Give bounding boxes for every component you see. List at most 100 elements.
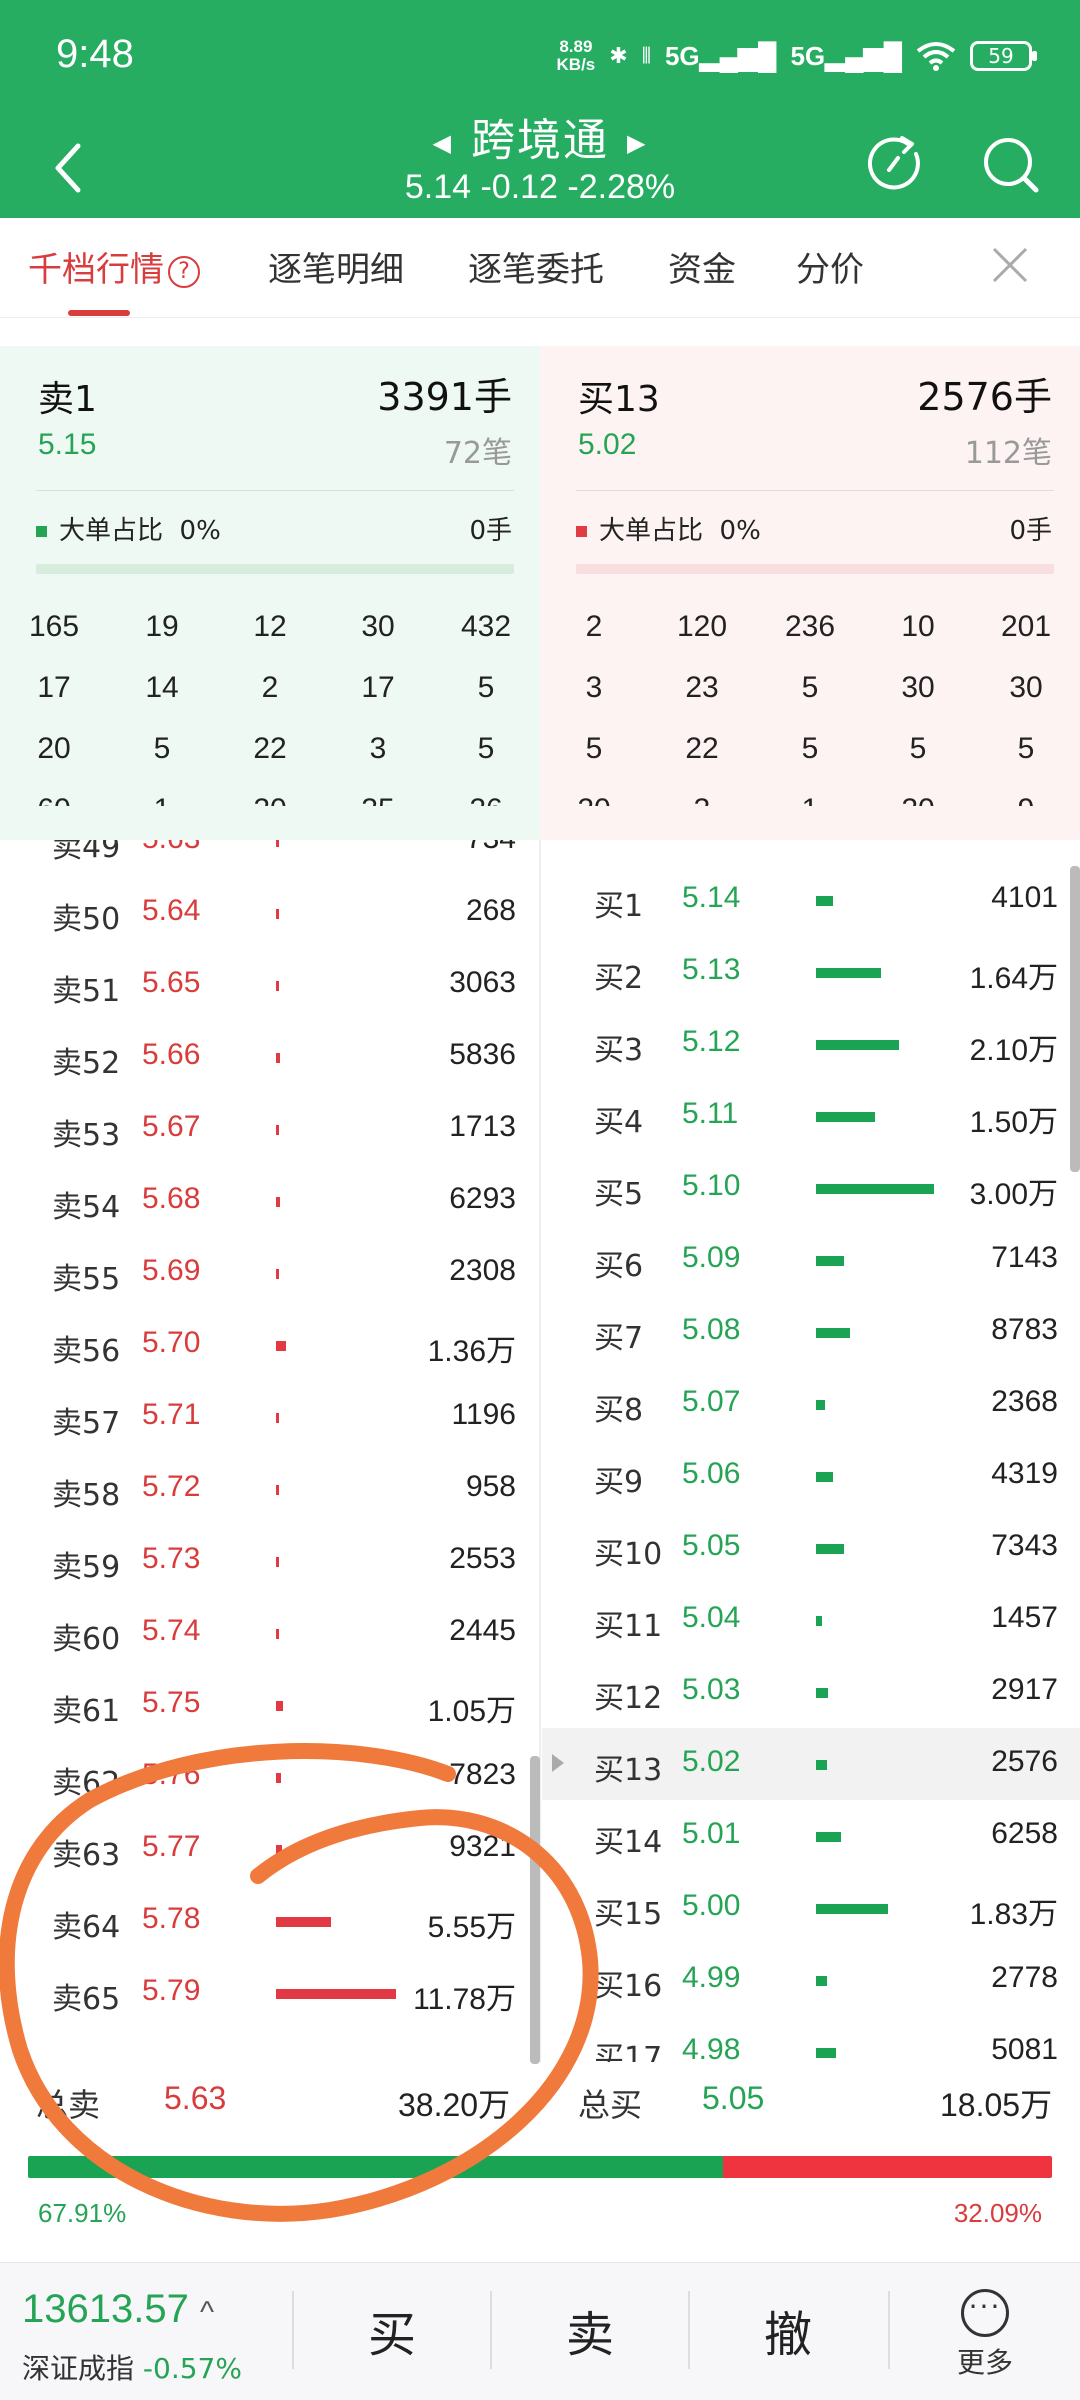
sell-order-row[interactable]: 卖59 5.73 2553 xyxy=(0,1525,538,1597)
grid-cell: 22 xyxy=(253,731,287,765)
sell-order-row[interactable]: 卖60 5.74 2445 xyxy=(0,1597,538,1669)
page-title: 跨境通 xyxy=(471,115,609,166)
level-label: 卖54 xyxy=(52,1190,121,1225)
sell-scrollbar[interactable] xyxy=(530,1756,540,2064)
tab-tick-orders[interactable]: 逐笔委托 xyxy=(468,250,604,290)
buy13-price: 5.02 xyxy=(578,428,637,461)
level-label: 卖60 xyxy=(52,1622,121,1657)
buy-order-row[interactable]: 买2 5.13 1.64万 xyxy=(542,936,1080,1008)
total-sell-label: 总卖 xyxy=(36,2086,101,2124)
level-volume: 7343 xyxy=(991,1529,1058,1562)
active-tab-indicator xyxy=(68,310,130,316)
level-price: 5.72 xyxy=(142,1470,201,1503)
tab-funds[interactable]: 资金 xyxy=(668,250,736,290)
help-icon[interactable]: ? xyxy=(168,255,200,288)
level-price: 5.06 xyxy=(682,1457,741,1490)
search-icon[interactable] xyxy=(978,132,1044,198)
level-label: 买1 xyxy=(594,889,644,924)
level-price: 5.69 xyxy=(142,1254,201,1287)
next-stock-icon[interactable]: ▶ xyxy=(627,129,648,157)
sell-order-row[interactable]: 卖58 5.72 958 xyxy=(0,1453,538,1525)
buy-order-row[interactable]: 买17 4.98 5081 xyxy=(542,2016,1080,2062)
level-volume: 11.78万 xyxy=(413,1983,516,2016)
buy-order-row[interactable]: 买8 5.07 2368 xyxy=(542,1368,1080,1440)
sell-order-row[interactable]: 卖65 5.79 11.78万 xyxy=(0,1957,538,2029)
buy-order-row[interactable]: 买11 5.04 1457 xyxy=(542,1584,1080,1656)
sell-ratio-fill xyxy=(28,2156,724,2178)
buy-order-row[interactable]: 买7 5.08 8783 xyxy=(542,1296,1080,1368)
sell-order-row[interactable]: 卖55 5.69 2308 xyxy=(0,1237,538,1309)
refresh-icon[interactable] xyxy=(864,132,930,198)
legend-dot xyxy=(576,526,587,537)
big-order-ratio: 大单占比 0% xyxy=(576,510,761,547)
level-volume: 2308 xyxy=(449,1254,516,1287)
buy-order-row[interactable]: 买12 5.03 2917 xyxy=(542,1656,1080,1728)
volume-bar xyxy=(276,1701,283,1711)
level-volume: 1.50万 xyxy=(969,1106,1058,1139)
grid-row: 601203526 xyxy=(0,779,540,807)
buy-button[interactable]: 买 xyxy=(367,2307,416,2363)
sell-order-row[interactable]: 卖62 5.76 7823 xyxy=(0,1741,538,1813)
volume-bar xyxy=(816,968,881,978)
prev-stock-icon[interactable]: ◀ xyxy=(432,129,453,157)
buy-order-row[interactable]: 买6 5.09 7143 xyxy=(542,1224,1080,1296)
buy-order-row[interactable]: 买14 5.01 6258 xyxy=(542,1800,1080,1872)
sell-order-row[interactable]: 卖64 5.78 5.55万 xyxy=(0,1885,538,1957)
level-volume: 2576 xyxy=(991,1745,1058,1778)
level-price: 5.75 xyxy=(142,1686,201,1719)
buy-order-row[interactable]: 买16 4.99 2778 xyxy=(542,1944,1080,2016)
grid-cell: 23 xyxy=(685,670,719,704)
buy-order-row[interactable]: 买3 5.12 2.10万 xyxy=(542,1008,1080,1080)
buy-order-row[interactable]: 买4 5.11 1.50万 xyxy=(542,1080,1080,1152)
buy-order-row[interactable]: 买9 5.06 4319 xyxy=(542,1440,1080,1512)
more-dots-icon: ··· xyxy=(961,2289,1009,2337)
sell-order-row[interactable]: 卖54 5.68 6293 xyxy=(0,1165,538,1237)
level-price: 5.08 xyxy=(682,1313,741,1346)
level-volume: 6293 xyxy=(449,1182,516,1215)
grid-cell: 30 xyxy=(361,609,395,643)
big-order-volume: 0手 xyxy=(469,516,512,546)
buy-order-row[interactable]: 买15 5.00 1.83万 xyxy=(542,1872,1080,1944)
volume-bar xyxy=(276,1917,331,1927)
sell-order-row[interactable]: 卖52 5.66 5836 xyxy=(0,1021,538,1093)
tab-level2-depth[interactable]: 千档行情? xyxy=(28,242,200,291)
sell-order-row[interactable]: 卖61 5.75 1.05万 xyxy=(0,1669,538,1741)
tab-price-dist[interactable]: 分价 xyxy=(796,250,864,290)
buy-order-book[interactable]: 买1 5.14 4101 买2 5.13 1.64万 买3 5.12 2.10万 买4 5.11 1.… xyxy=(542,840,1080,2062)
sell-order-book[interactable]: 卖49 5.63 734 卖50 5.64 268 卖51 5.65 3063 卖52 5.66 58… xyxy=(0,840,538,2062)
level-label: 买7 xyxy=(594,1321,644,1356)
sell-order-row[interactable]: 卖49 5.63 734 xyxy=(0,840,538,877)
sell-order-row[interactable]: 卖63 5.77 9321 xyxy=(0,1813,538,1885)
buy-sell-ratio-bar xyxy=(28,2156,1052,2178)
close-icon[interactable] xyxy=(990,245,1030,285)
sell-order-row[interactable]: 卖57 5.71 1196 xyxy=(0,1381,538,1453)
back-arrow-icon[interactable] xyxy=(48,138,88,198)
buy-order-row[interactable]: 买13 5.02 2576 xyxy=(542,1728,1080,1800)
price-summary: 5.14 -0.12 -2.28% xyxy=(404,168,676,206)
volume-bar xyxy=(816,1472,833,1482)
level-label: 买5 xyxy=(594,1177,644,1212)
sell-order-row[interactable]: 卖56 5.70 1.36万 xyxy=(0,1309,538,1381)
sell-button[interactable]: 卖 xyxy=(565,2307,614,2363)
expand-caret-icon[interactable]: ^ xyxy=(199,2296,215,2329)
level-price: 5.71 xyxy=(142,1398,201,1431)
buy13-order-grid: 212023610201323530305225552031209 xyxy=(540,596,1080,807)
buy-order-row[interactable]: 买1 5.14 4101 xyxy=(542,864,1080,936)
app-header: 9:48 8.89 KB/s ✱ ⫴ 5G▂▄▆█ 5G▂▄▆█ 59 ◀ 跨境通 ▶… xyxy=(0,0,1080,218)
level-price: 5.63 xyxy=(142,840,200,856)
sell-order-row[interactable]: 卖50 5.64 268 xyxy=(0,877,538,949)
tab-tick-detail[interactable]: 逐笔明细 xyxy=(268,250,404,290)
cancel-order-button[interactable]: 撤 xyxy=(763,2307,812,2363)
buy-order-row[interactable]: 买10 5.05 7343 xyxy=(542,1512,1080,1584)
volume-bar xyxy=(816,1976,827,1986)
level-volume: 5081 xyxy=(991,2033,1058,2062)
more-button[interactable]: ··· 更多 xyxy=(956,2289,1013,2379)
index-value[interactable]: 13613.57 ^ xyxy=(22,2287,215,2331)
grid-cell: 5 xyxy=(477,731,495,765)
sell-order-row[interactable]: 卖51 5.65 3063 xyxy=(0,949,538,1021)
sell-order-row[interactable]: 卖53 5.67 1713 xyxy=(0,1093,538,1165)
level-label: 卖56 xyxy=(52,1334,121,1369)
buy-order-row[interactable]: 买5 5.10 3.00万 xyxy=(542,1152,1080,1224)
buy-scrollbar[interactable] xyxy=(1070,866,1080,1172)
level-price: 5.04 xyxy=(682,1601,741,1634)
